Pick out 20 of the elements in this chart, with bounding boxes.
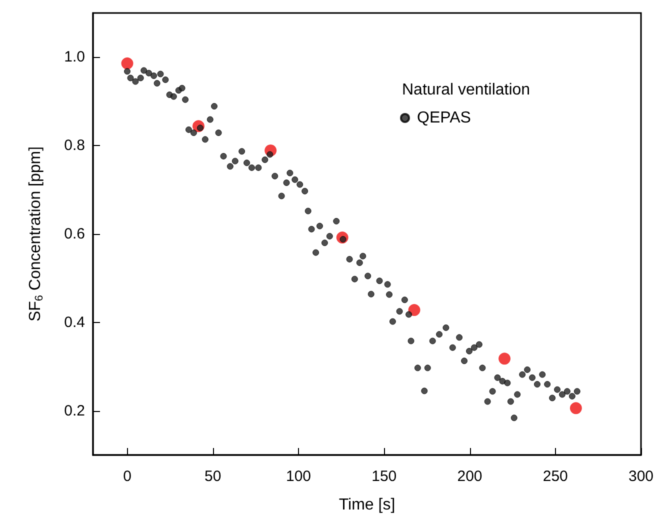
legend-title: Natural ventilation (402, 82, 530, 98)
y-axis-title: SF6 Concentration [ppm] (27, 146, 46, 322)
x-tick-label: 150 (372, 468, 397, 485)
point (570, 402, 582, 414)
y-tick-label: 0.8 (64, 137, 85, 154)
y-tick-label: 1.0 (64, 48, 85, 66)
y-tick-label: 0.2 (64, 402, 85, 420)
point (121, 57, 134, 70)
y-tick-label: 0.6 (64, 226, 85, 242)
x-tick-label: 0 (123, 468, 132, 485)
x-tick-label: 200 (457, 468, 482, 485)
x-tick-label: 50 (204, 468, 222, 485)
y-tick-label: 0.4 (64, 314, 85, 331)
legend-label: QEPAS (417, 110, 471, 126)
point (498, 352, 511, 365)
x-tick-label: 100 (286, 468, 312, 485)
point (408, 304, 420, 316)
x-tick-label: 300 (628, 468, 654, 485)
x-tick-label: 250 (542, 468, 568, 485)
x-axis-title: Time [s] (338, 496, 396, 514)
